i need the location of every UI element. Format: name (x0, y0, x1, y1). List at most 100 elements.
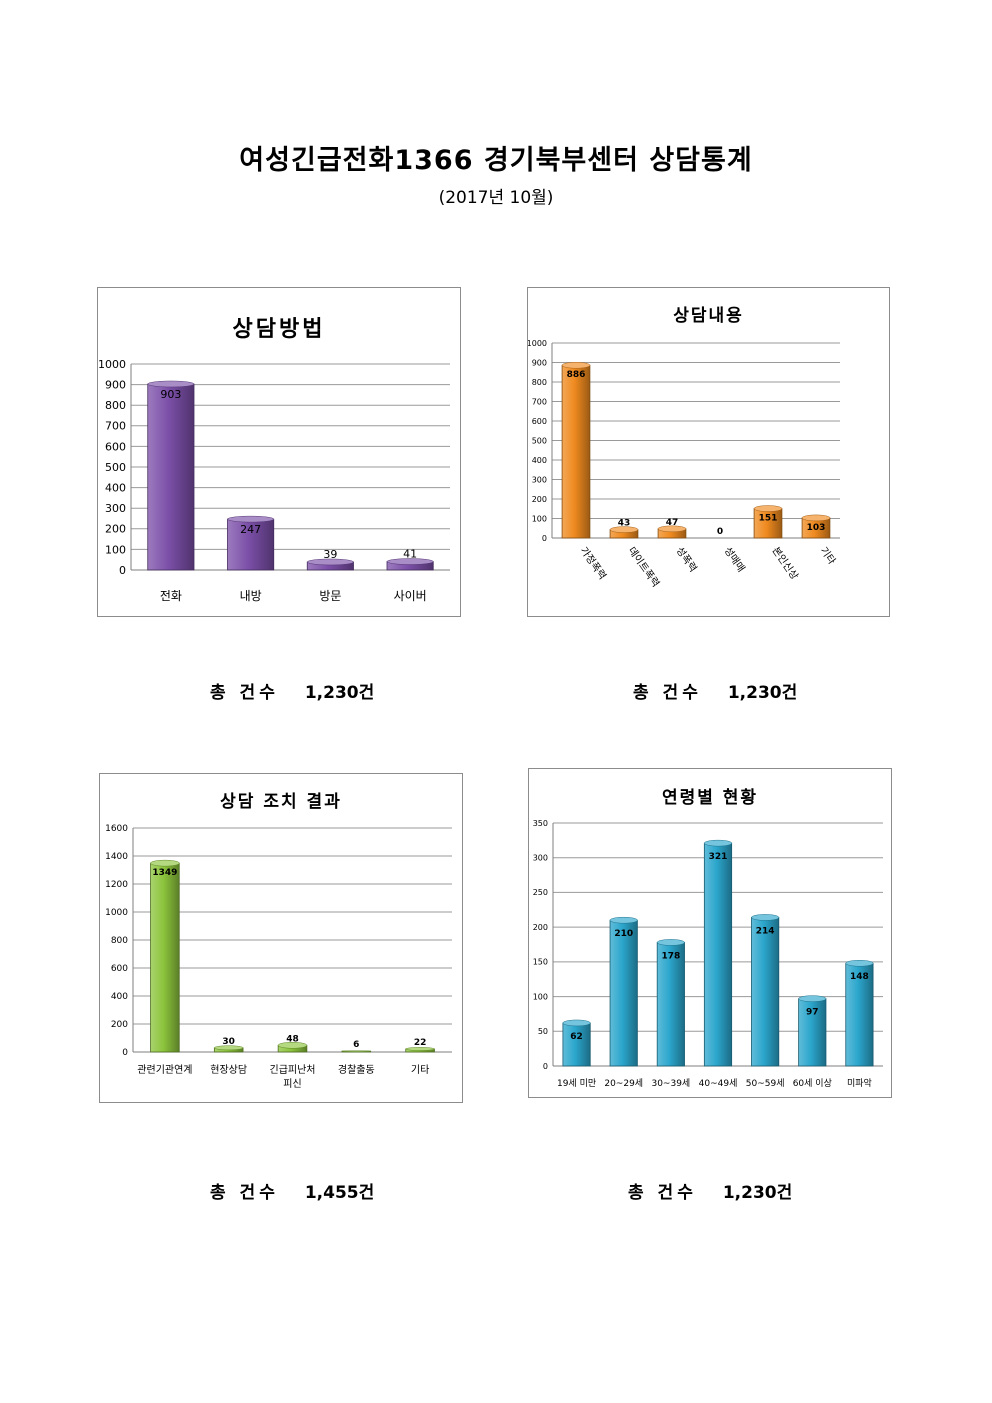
y-tick-label: 900 (532, 358, 547, 367)
data-label: 97 (806, 1008, 819, 1018)
data-label: 0 (717, 527, 723, 537)
bar-top (753, 505, 783, 512)
bar-top (277, 1042, 308, 1049)
total-label: 총 건수 (628, 1183, 697, 1203)
y-tick-label: 1600 (105, 824, 128, 834)
chart-title: 연령별 현황 (662, 787, 758, 808)
data-label: 886 (567, 370, 586, 380)
total-count-content: 총 건수 1,230건 (633, 678, 797, 703)
bar-top (704, 839, 732, 847)
data-label: 1349 (152, 868, 177, 878)
data-label: 30 (222, 1037, 235, 1047)
category-label: 성매매 (722, 545, 748, 574)
data-label: 903 (160, 388, 181, 401)
page-subtitle: (2017년 10월) (438, 188, 554, 208)
bar-top (845, 959, 874, 967)
bar-top (227, 515, 275, 523)
data-label: 47 (666, 518, 679, 528)
bar-top (657, 525, 687, 533)
category-label: 20~29세 (604, 1078, 643, 1089)
y-tick-label: 600 (105, 440, 126, 453)
bar-top (306, 558, 354, 566)
y-tick-label: 200 (105, 523, 126, 536)
total-value: 1,230건 (727, 683, 798, 703)
category-label: 내방 (240, 589, 262, 603)
bar (561, 364, 591, 539)
y-tick-label: 0 (122, 1048, 128, 1058)
y-tick-label: 400 (532, 456, 547, 465)
category-label: 사이버 (394, 589, 427, 603)
y-tick-label: 700 (105, 420, 126, 433)
data-label: 48 (286, 1034, 299, 1044)
y-tick-label: 100 (532, 514, 547, 523)
bar (150, 862, 180, 1053)
y-tick-label: 1400 (105, 852, 128, 862)
y-tick-label: 800 (105, 399, 126, 412)
y-tick-label: 350 (533, 819, 548, 828)
category-label: 관련기관연계 (137, 1064, 192, 1076)
bar-top (341, 1050, 371, 1052)
y-tick-label: 200 (532, 495, 547, 504)
bar-top (405, 1047, 435, 1051)
bar-top (656, 939, 685, 946)
total-label: 총 건수 (210, 1183, 279, 1203)
y-tick-label: 800 (532, 378, 547, 387)
y-tick-label: 800 (111, 936, 128, 946)
chart-title: 상담방법 (233, 317, 326, 342)
y-tick-label: 400 (105, 481, 126, 494)
chart-consult-method: 상담방법 0 100 200 300 400 500 600 700 800 900 1000 903 전… (97, 287, 461, 617)
bar (562, 1022, 591, 1067)
y-tick-label: 250 (533, 888, 548, 897)
category-label: 50~59세 (746, 1078, 785, 1089)
category-label: 성폭력 (674, 545, 700, 574)
category-label: 긴급피난처 (270, 1064, 316, 1076)
bar-top (150, 859, 180, 867)
chart-svg: 상담내용 0 100 200 300 400 500 600 700 800 900 1000 886 가… (528, 306, 840, 589)
y-tick-label: 150 (533, 958, 548, 967)
y-tick-label: 100 (533, 992, 548, 1001)
data-label: 22 (414, 1038, 427, 1048)
bar-top (561, 361, 591, 369)
y-tick-label: 700 (532, 397, 547, 406)
chart-svg: 상담방법 0 100 200 300 400 500 600 700 800 900 1000 903 전… (98, 317, 450, 603)
total-value: 1,230건 (304, 683, 375, 703)
chart-title: 상담 조치 결과 (220, 792, 342, 812)
y-tick-label: 1000 (98, 358, 126, 371)
category-label: 본인신상 (770, 545, 801, 582)
chart-svg: 상담 조치 결과 0 200 400 600 800 1000 1200 1400 1600 134… (105, 792, 452, 1090)
total-label: 총 건수 (210, 683, 279, 703)
data-label: 247 (240, 523, 261, 536)
data-label: 62 (570, 1032, 583, 1042)
category-label: 60세 이상 (793, 1078, 832, 1089)
total-value: 1,230건 (722, 1183, 793, 1203)
chart-consult-action-result: 상담 조치 결과 0 200 400 600 800 1000 1200 1400 1600 134… (99, 773, 463, 1103)
y-tick-label: 1000 (105, 908, 128, 918)
total-label: 총 건수 (633, 683, 702, 703)
data-label: 41 (403, 548, 417, 561)
category-label: 가정폭력 (578, 545, 609, 582)
category-label: 30~39세 (651, 1078, 690, 1089)
chart-svg: 연령별 현황 0 50 100 150 200 250 300 350 62 19세 미만 210 20… (533, 787, 883, 1089)
category-label: 19세 미만 (557, 1078, 596, 1089)
bar (845, 962, 874, 1067)
y-tick-label: 400 (111, 992, 128, 1002)
bar-top (609, 526, 639, 533)
y-tick-label: 0 (543, 1062, 548, 1071)
bar-top (798, 995, 827, 1002)
y-tick-label: 0 (119, 564, 126, 577)
bar-top (609, 916, 638, 924)
data-label: 151 (759, 514, 778, 524)
data-label: 148 (850, 972, 869, 982)
bar-top (386, 558, 434, 565)
data-label: 39 (323, 548, 337, 561)
page-title: 여성긴급전화1366 경기북부센터 상담통계 (239, 145, 753, 176)
data-label: 321 (709, 852, 728, 862)
bar (147, 383, 195, 571)
chart-age-status: 연령별 현황 0 50 100 150 200 250 300 350 62 19세 미만 210 20… (528, 768, 892, 1098)
y-tick-label: 300 (533, 854, 548, 863)
y-tick-label: 300 (105, 502, 126, 515)
y-tick-label: 50 (538, 1027, 548, 1036)
y-tick-label: 500 (532, 436, 547, 445)
total-value: 1,455건 (304, 1183, 375, 1203)
data-label: 210 (614, 929, 633, 939)
